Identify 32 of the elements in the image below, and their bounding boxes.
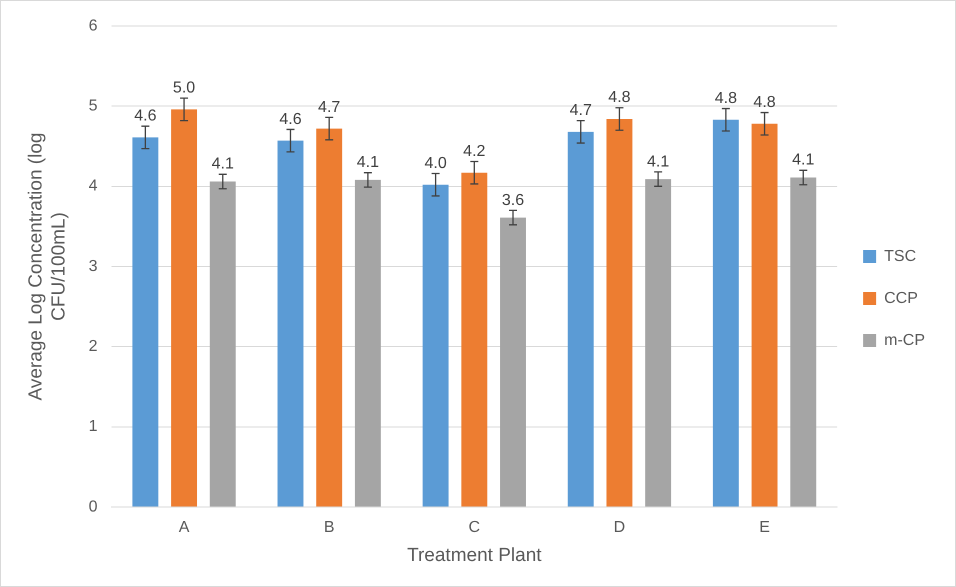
y-tick-label: 6	[88, 17, 98, 34]
legend-label: TSC	[884, 248, 916, 265]
data-label: 4.1	[647, 153, 670, 170]
data-label: 4.8	[608, 89, 631, 106]
data-label: 4.8	[753, 94, 776, 111]
data-label: 5.0	[172, 80, 196, 97]
data-label: 4.1	[792, 152, 814, 169]
x-axis-title: Treatment Plant	[407, 544, 542, 566]
data-label: 4.7	[570, 102, 592, 120]
y-axis-title: Average Log Concentration (log CFU/100mL)	[26, 132, 70, 400]
data-label: 4.7	[318, 98, 340, 116]
data-label: 4.6	[279, 110, 302, 128]
data-label: 4.2	[463, 142, 486, 160]
x-tick-label: D	[614, 519, 626, 536]
x-tick-label: E	[759, 519, 770, 536]
data-label: 4.8	[714, 90, 738, 107]
data-label: 4.6	[134, 108, 157, 125]
data-label: 4.1	[356, 154, 380, 172]
x-tick-label: A	[178, 519, 190, 536]
y-tick-label: 1	[88, 418, 98, 436]
x-tick-label: B	[324, 519, 335, 536]
data-label: 4.0	[424, 154, 447, 172]
y-tick-label: 2	[88, 338, 98, 356]
y-tick-label: 5	[88, 98, 98, 115]
y-tick-label: 3	[88, 258, 98, 275]
y-tick-label: 4	[88, 178, 98, 195]
legend-label: CCP	[884, 290, 918, 307]
y-tick-label: 0	[88, 498, 98, 516]
legend-label: m-CP	[884, 332, 926, 349]
x-tick-label: C	[468, 519, 480, 536]
data-label: 4.1	[212, 156, 234, 173]
data-label: 3.6	[502, 192, 524, 209]
